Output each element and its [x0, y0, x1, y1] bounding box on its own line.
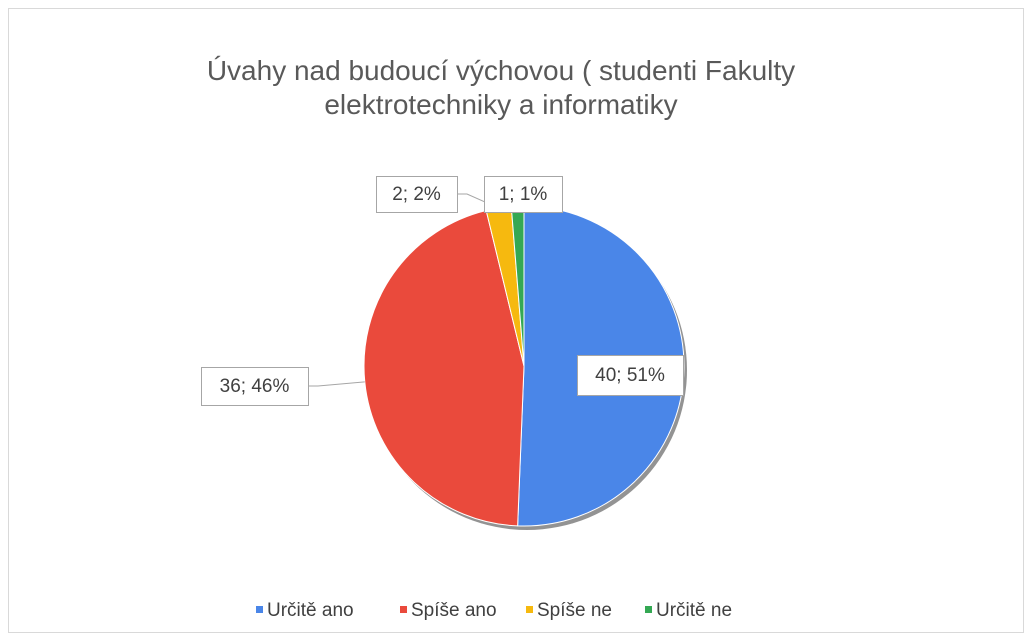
data-label: 40; 51% — [595, 365, 665, 386]
data-label-box — [484, 176, 563, 213]
data-label-box — [201, 367, 309, 406]
chart-title: Úvahy nad budoucí výchovou ( studenti Fa… — [206, 55, 796, 120]
pie-slice — [363, 209, 525, 527]
legend-marker — [645, 606, 652, 613]
legend-marker — [526, 606, 533, 613]
data-label: 36; 46% — [220, 376, 290, 397]
legend-marker — [400, 606, 407, 613]
legend-label: Určitě ne — [656, 600, 732, 621]
data-label-box — [376, 176, 458, 213]
legend-label: Určitě ano — [267, 600, 354, 621]
leader-line — [308, 381, 365, 387]
data-label: 2; 2% — [392, 184, 441, 205]
legend-label: Spíše ne — [537, 600, 612, 621]
data-label: 1; 1% — [499, 184, 548, 205]
legend-label: Spíše ano — [411, 600, 497, 621]
data-label-box — [577, 355, 684, 396]
legend-marker — [256, 606, 263, 613]
